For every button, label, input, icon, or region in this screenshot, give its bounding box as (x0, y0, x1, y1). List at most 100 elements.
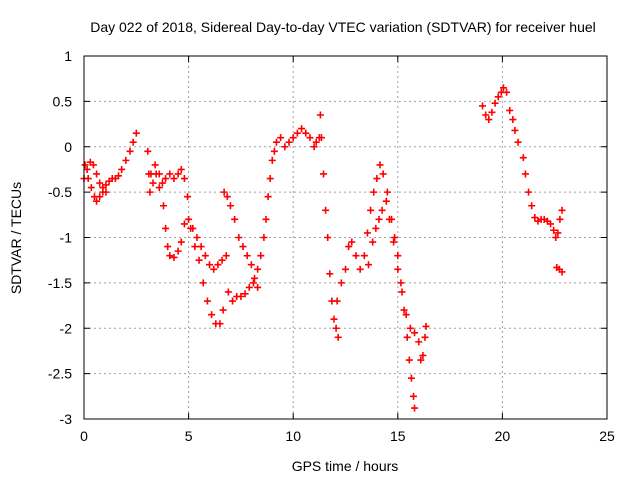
data-point (320, 170, 328, 178)
data-point (317, 134, 325, 142)
data-point (383, 188, 391, 196)
data-point (376, 161, 384, 169)
data-point (219, 306, 227, 314)
data-point (177, 238, 185, 246)
data-point (149, 179, 157, 187)
data-point (89, 161, 97, 169)
data-point (382, 197, 390, 205)
data-point (235, 234, 243, 241)
axis-ticks: 0 5 10 15 20 25 -3 -2.5 -2 -1.5 -1 -0.5 0 0.5 1 (48, 48, 615, 444)
data-point (285, 138, 293, 146)
data-point (185, 215, 193, 223)
data-point (547, 220, 555, 228)
data-point (394, 265, 402, 273)
data-point (342, 265, 349, 273)
data-point (552, 234, 560, 241)
data-point (316, 111, 324, 119)
data-point (84, 175, 92, 183)
data-point (266, 175, 274, 183)
data-point (245, 283, 253, 291)
data-point (166, 170, 174, 178)
data-point (180, 175, 188, 183)
data-point (407, 374, 415, 382)
data-point (400, 306, 408, 314)
data-point (514, 138, 522, 146)
data-point (348, 238, 356, 246)
data-point (391, 234, 399, 241)
data-point (558, 268, 566, 276)
y-tick-label: -1 (60, 230, 73, 246)
data-point (159, 202, 167, 210)
data-point (132, 129, 140, 137)
data-point (503, 88, 511, 96)
data-point (166, 252, 174, 260)
data-point (81, 161, 89, 169)
data-point (220, 188, 228, 196)
data-point (264, 193, 272, 201)
data-point (162, 224, 170, 232)
data-point (409, 392, 417, 400)
data-point (550, 226, 558, 234)
x-tick-label: 10 (285, 428, 301, 444)
data-point (337, 279, 345, 287)
data-point (281, 143, 289, 151)
data-point (330, 315, 338, 323)
data-point (118, 165, 126, 173)
data-point (144, 147, 152, 155)
data-point (333, 297, 341, 305)
y-tick-label: -0.5 (48, 184, 72, 200)
data-point (155, 184, 163, 192)
data-point (509, 116, 517, 124)
data-point (405, 356, 413, 364)
data-point (367, 206, 375, 214)
data-point (402, 311, 410, 319)
data-point (83, 165, 91, 173)
data-point (494, 93, 502, 101)
data-point (222, 252, 230, 260)
y-tick-label: -2 (60, 320, 73, 336)
data-point (199, 279, 207, 287)
data-point (370, 188, 378, 196)
data-point (521, 170, 529, 178)
data-point (352, 252, 360, 260)
data-point (170, 175, 178, 183)
data-point (312, 138, 320, 146)
data-point (87, 184, 95, 192)
data-point (262, 215, 270, 223)
data-point (223, 193, 231, 201)
data-point (216, 320, 224, 328)
data-point (379, 170, 387, 178)
data-point (254, 265, 262, 273)
data-point (488, 108, 496, 116)
data-point (356, 265, 364, 273)
data-point (415, 338, 423, 346)
data-point (229, 297, 237, 305)
data-point (147, 170, 155, 178)
data-point (93, 197, 101, 205)
data-point (479, 102, 487, 110)
data-point (257, 252, 265, 260)
data-point (254, 283, 262, 291)
data-point (499, 84, 507, 92)
y-tick-label: 0.5 (53, 93, 73, 109)
data-point (174, 247, 182, 255)
data-point (363, 229, 371, 237)
data-point (322, 206, 330, 214)
x-tick-label: 15 (390, 428, 406, 444)
data-point (249, 279, 257, 287)
data-point (293, 129, 301, 137)
data-point (155, 170, 163, 178)
data-point (324, 234, 332, 241)
data-point (231, 215, 239, 223)
data-point (177, 165, 185, 173)
data-point (197, 243, 205, 251)
data-point (272, 138, 280, 146)
data-point (375, 215, 383, 223)
y-tick-label: -1.5 (48, 275, 72, 291)
data-point (403, 333, 411, 341)
data-point (237, 292, 245, 300)
data-point (96, 193, 104, 201)
data-point (102, 181, 110, 189)
data-point (115, 172, 123, 180)
